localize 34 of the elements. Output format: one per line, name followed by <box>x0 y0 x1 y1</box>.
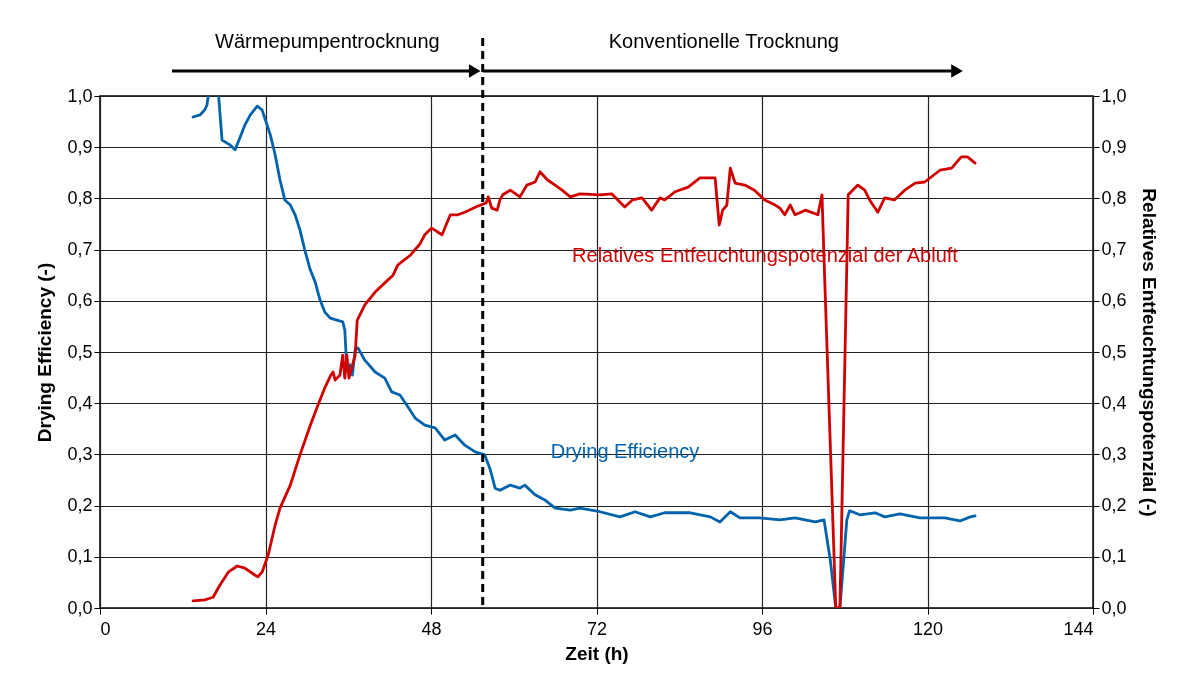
y2-tick-label: 0,4 <box>1101 392 1127 413</box>
y2-tick-label: 0,6 <box>1101 290 1127 311</box>
y-tick-label: 0,6 <box>67 290 93 311</box>
y-tick-label: 0,9 <box>67 136 93 157</box>
y-tick-label: 0,0 <box>67 597 93 618</box>
y2-tick-label: 0,5 <box>1101 341 1127 362</box>
x-tick-label: 96 <box>752 618 773 639</box>
x-tick-label: 72 <box>586 618 608 639</box>
y2-tick-label: 0,1 <box>1101 546 1127 567</box>
x-tick-label: 120 <box>912 618 944 639</box>
x-axis-title: Zeit (h) <box>565 642 629 664</box>
text: Wärmepumpentrocknung <box>215 30 440 52</box>
y-tick-label: 0,8 <box>67 187 93 208</box>
y2-tick-label: 0,3 <box>1101 443 1127 464</box>
y2-tick-label: 1,0 <box>1101 85 1127 106</box>
y2-tick-label: 0,8 <box>1101 187 1127 208</box>
y2-tick-label: 0,2 <box>1101 495 1127 516</box>
y-tick-label: 1,0 <box>67 85 93 106</box>
x-tick-label: 0 <box>100 618 111 639</box>
y-tick-label: 0,4 <box>67 392 93 413</box>
y-tick-label: 0,1 <box>67 546 93 567</box>
y2-tick-label: 0,9 <box>1101 136 1127 157</box>
y2-axis-title: Relatives Entfeuchtungspotenzial (-) <box>1138 188 1160 517</box>
x-tick-label: 144 <box>1063 618 1094 639</box>
y2-tick-label: 0,7 <box>1101 239 1127 260</box>
y-tick-label: 0,3 <box>67 443 93 464</box>
y-tick-label: 0,7 <box>67 239 93 260</box>
y-tick-label: 0,5 <box>67 341 93 362</box>
y-axis-title: Drying Efficiency (-) <box>34 262 56 443</box>
text: Konventionelle Trocknung <box>608 30 839 52</box>
y-tick-label: 0,2 <box>67 495 93 516</box>
x-tick-label: 48 <box>421 618 442 639</box>
y2-tick-label: 0,0 <box>1101 597 1127 618</box>
x-tick-label: 24 <box>255 618 277 639</box>
